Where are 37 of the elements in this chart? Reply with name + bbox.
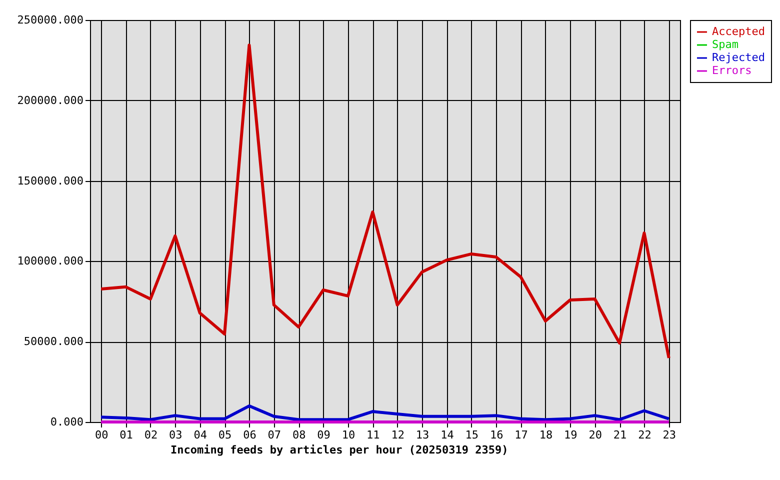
x-tick-label: 21 xyxy=(613,428,627,442)
x-tick-label: 17 xyxy=(514,428,528,442)
x-tick-label: 08 xyxy=(292,428,306,442)
x-tick-label: 15 xyxy=(465,428,479,442)
x-tick-label: 22 xyxy=(638,428,652,442)
legend-label: Spam xyxy=(712,38,739,51)
x-tick-label: 00 xyxy=(94,428,108,442)
x-tick-label: 04 xyxy=(194,428,208,442)
x-tick-label: 06 xyxy=(243,428,256,442)
x-tick-label: 11 xyxy=(366,428,380,442)
x-tick-label: 02 xyxy=(144,428,158,442)
x-tick-label: 16 xyxy=(490,428,504,442)
x-tick-label: 23 xyxy=(662,428,676,442)
x-tick-label: 14 xyxy=(440,428,454,442)
y-tick-label: 50000.000 xyxy=(24,335,84,348)
x-tick-label: 03 xyxy=(169,428,182,442)
y-tick-label: 0.000 xyxy=(50,416,84,428)
legend-label: Rejected xyxy=(712,51,765,64)
x-tick-label: 19 xyxy=(564,428,578,442)
y-tick-label: 100000.000 xyxy=(17,254,84,268)
x-tick-label: 07 xyxy=(268,428,282,442)
line-series xyxy=(100,44,670,360)
x-tick-label: 10 xyxy=(342,428,356,442)
legend-label: Accepted xyxy=(712,25,765,38)
legend-label: Errors xyxy=(712,64,752,77)
x-tick-label: 18 xyxy=(539,428,553,442)
x-tick-label: 01 xyxy=(120,428,133,442)
y-tick-label: 150000.000 xyxy=(17,174,84,188)
x-tick-label: 05 xyxy=(218,428,232,442)
x-tick-label: 12 xyxy=(391,428,404,442)
x-axis-title: Incoming feeds by articles per hour (20250319 2359) xyxy=(170,444,508,456)
line-series xyxy=(100,404,670,422)
y-tick-label: 250000.000 xyxy=(17,14,84,26)
x-tick-label: 13 xyxy=(416,428,430,442)
x-tick-label: 09 xyxy=(317,428,330,442)
x-tick-label: 20 xyxy=(588,428,602,442)
y-tick-label: 200000.000 xyxy=(17,94,84,107)
